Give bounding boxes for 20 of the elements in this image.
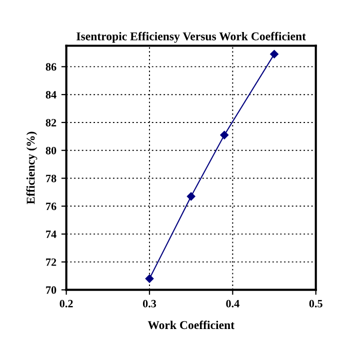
y-tick-label: 84 <box>46 91 56 99</box>
point <box>186 192 196 201</box>
x-tick-label: 0.4 <box>226 300 240 308</box>
point <box>145 274 154 283</box>
x-tick-label: 0.3 <box>142 300 156 308</box>
y-tick-label: 72 <box>46 258 56 266</box>
y-tick-label: 80 <box>46 146 56 154</box>
y-tick-label: 74 <box>46 230 56 238</box>
y-tick-label: 82 <box>46 118 56 126</box>
y-tick-label: 76 <box>46 202 56 210</box>
point <box>270 50 278 58</box>
x-axis-title: Work Coefficient <box>148 320 234 330</box>
y-tick-label: 78 <box>46 174 56 182</box>
y-tick-label: 70 <box>46 286 56 294</box>
x-tick-label: 0.5 <box>309 300 322 308</box>
y-axis-title: Efficiency (%) <box>26 132 38 204</box>
x-tick-label: 0.2 <box>60 300 73 308</box>
chart-title: Isentropic Efficiensy Versus Work Coefficient <box>76 32 306 43</box>
y-tick-label: 86 <box>46 63 56 71</box>
point <box>220 130 228 140</box>
